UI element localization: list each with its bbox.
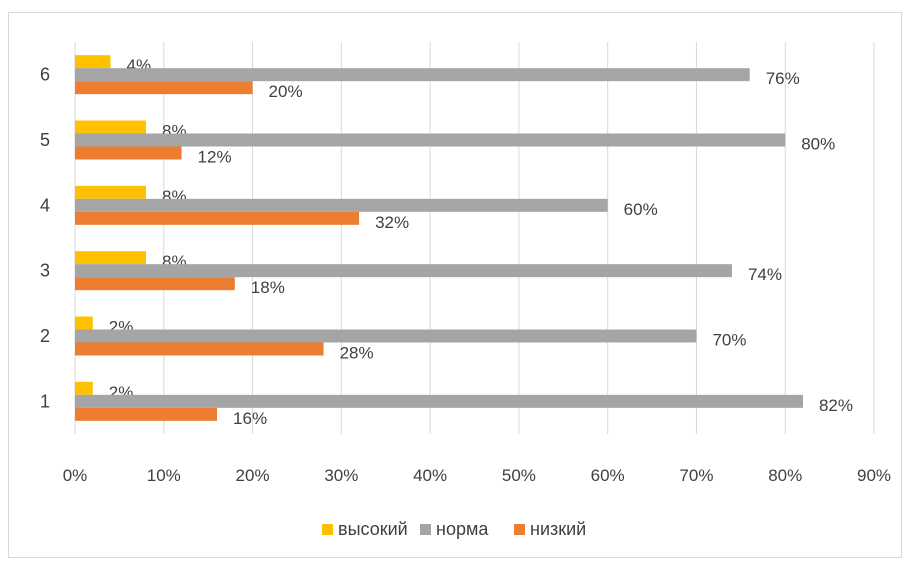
bar-высокий <box>75 120 147 134</box>
category-label: 2 <box>40 326 50 346</box>
data-label: 32% <box>375 213 409 232</box>
x-tick-label: 90% <box>857 466 891 485</box>
data-label: 80% <box>801 135 835 154</box>
category-label: 5 <box>40 130 50 150</box>
bar-высокий <box>75 316 93 330</box>
bar-низкий <box>75 211 360 225</box>
legend-label: высокий <box>338 519 408 539</box>
x-tick-label: 10% <box>147 466 181 485</box>
data-label: 74% <box>748 265 782 284</box>
bar-норма <box>75 329 697 343</box>
x-tick-label: 80% <box>768 466 802 485</box>
bar-норма <box>75 198 608 212</box>
data-label: 70% <box>712 331 746 350</box>
data-label: 20% <box>269 82 303 101</box>
bar-норма <box>75 394 803 408</box>
data-label: 76% <box>766 69 800 88</box>
category-label: 3 <box>40 261 50 281</box>
x-tick-label: 30% <box>324 466 358 485</box>
bar-норма <box>75 133 786 147</box>
legend-swatch-низкий <box>514 524 525 535</box>
legend-swatch-норма <box>420 524 431 535</box>
data-label: 60% <box>624 200 658 219</box>
data-label: 12% <box>198 148 232 167</box>
bar-низкий <box>75 277 235 291</box>
bar-низкий <box>75 81 253 95</box>
x-tick-label: 20% <box>236 466 270 485</box>
bar-норма <box>75 68 750 82</box>
bar-низкий <box>75 407 218 421</box>
x-tick-label: 40% <box>413 466 447 485</box>
x-tick-label: 60% <box>591 466 625 485</box>
category-label: 1 <box>40 391 50 411</box>
legend-swatch-высокий <box>322 524 333 535</box>
data-label: 28% <box>340 344 374 363</box>
category-label: 6 <box>40 65 50 85</box>
x-tick-label: 70% <box>679 466 713 485</box>
bar-высокий <box>75 381 93 395</box>
bar-низкий <box>75 146 182 160</box>
legend-label: норма <box>436 519 489 539</box>
data-label: 18% <box>251 278 285 297</box>
legend-label: низкий <box>530 519 586 539</box>
data-label: 16% <box>233 409 267 428</box>
data-label: 82% <box>819 396 853 415</box>
bar-норма <box>75 264 732 278</box>
x-tick-label: 50% <box>502 466 536 485</box>
bar-низкий <box>75 342 324 356</box>
bar-высокий <box>75 55 111 69</box>
bar-высокий <box>75 185 147 199</box>
x-tick-label: 0% <box>63 466 88 485</box>
category-label: 4 <box>40 195 50 215</box>
bar-высокий <box>75 251 147 265</box>
